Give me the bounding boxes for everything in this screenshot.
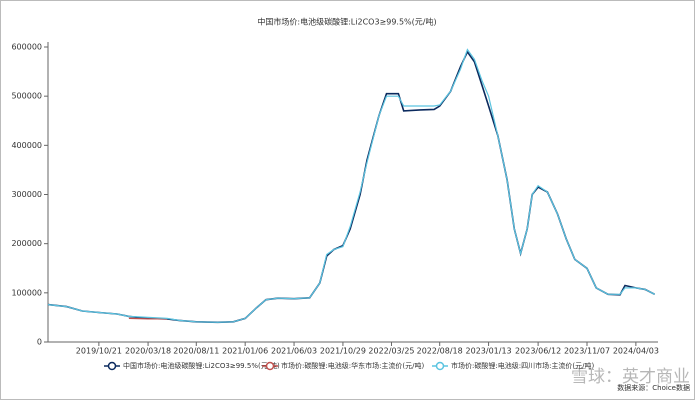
- x-tick-label: 2022/03/25: [368, 347, 414, 356]
- y-tick-label: 300000: [11, 190, 42, 199]
- legend-label: 市场价:碳酸锂:电池级:华东市场:主流价(元/吨): [281, 361, 425, 370]
- y-tick-label: 400000: [11, 141, 42, 150]
- x-tick-label: 2020/08/11: [173, 347, 219, 356]
- legend-marker: [435, 361, 445, 371]
- series-line: [47, 48, 655, 323]
- x-tick-label: 2019/10/21: [76, 347, 122, 356]
- y-tick-label: 500000: [11, 92, 42, 101]
- x-tick-label: 2024/04/03: [613, 347, 659, 356]
- chart-title: 中国市场价:电池级碳酸锂:Li2CO3≥99.5%(元/吨): [257, 17, 436, 27]
- legend-marker: [107, 361, 117, 371]
- x-tick-label: 2021/01/06: [222, 347, 268, 356]
- x-tick-label: 2023/06/12: [515, 347, 561, 356]
- source: 数据来源：Choice数据: [617, 383, 690, 392]
- legend-label: 市场价:碳酸锂:电池级:四川市场:主流价(元/吨): [451, 361, 595, 370]
- series-line: [128, 317, 168, 320]
- watermark: 雪球：英才商业: [571, 367, 690, 387]
- y-tick-label: 100000: [11, 288, 42, 297]
- x-tick-label: 2023/11/07: [564, 347, 610, 356]
- y-tick-label: 600000: [11, 43, 42, 52]
- x-tick-label: 2022/08/18: [417, 347, 463, 356]
- legend-label: 中国市场价:电池级碳酸锂:Li2CO3≥99.5%(元/吨): [123, 361, 280, 370]
- legend-marker: [265, 361, 275, 371]
- x-tick-label: 2021/10/29: [320, 347, 366, 356]
- y-tick-label: 200000: [11, 239, 42, 248]
- x-tick-label: 2020/03/18: [125, 347, 171, 356]
- y-tick-label: 0: [37, 338, 42, 347]
- x-tick-label: 2021/06/03: [271, 347, 317, 356]
- x-tick-label: 2023/01/13: [466, 347, 512, 356]
